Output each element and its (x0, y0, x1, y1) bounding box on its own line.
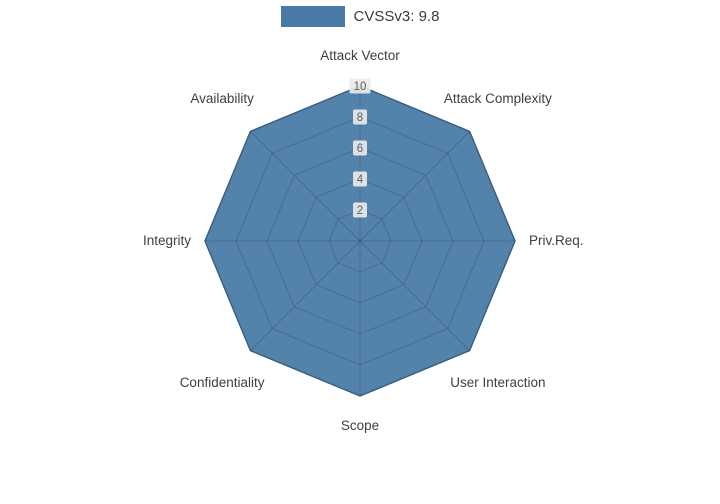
grid-ring (266, 147, 454, 335)
axis-label: Attack Complexity (444, 91, 552, 106)
tick-label-box (353, 109, 367, 125)
legend-swatch (280, 6, 345, 27)
grid-ring (204, 85, 516, 397)
legend-label: CVSSv3: 9.8 (353, 8, 440, 25)
data-polygon (204, 85, 516, 397)
grid-ring (297, 178, 423, 304)
axis-spoke (250, 240, 361, 351)
axis-label: Priv.Req. (529, 233, 584, 248)
tick-label-box (349, 78, 371, 94)
axis-spoke (359, 131, 470, 242)
tick-label: 4 (357, 174, 364, 186)
grid-ring (328, 209, 392, 273)
tick-label-box (353, 140, 367, 156)
tick-label-box (353, 171, 367, 187)
axis-label: Availability (190, 91, 254, 106)
grid-ring (235, 116, 485, 366)
axis-label: User Interaction (450, 375, 545, 390)
tick-label: 10 (354, 81, 367, 93)
tick-label-box (353, 202, 367, 218)
tick-label: 8 (357, 112, 363, 124)
tick-label: 6 (357, 143, 363, 155)
tick-label: 2 (357, 205, 363, 217)
axis-spoke (250, 131, 361, 242)
axis-label: Attack Vector (320, 48, 400, 63)
legend: CVSSv3: 9.8 (0, 6, 720, 27)
axis-label: Scope (341, 418, 379, 433)
axis-label: Confidentiality (180, 375, 265, 390)
axis-spoke (359, 240, 470, 351)
axis-label: Integrity (143, 233, 191, 248)
